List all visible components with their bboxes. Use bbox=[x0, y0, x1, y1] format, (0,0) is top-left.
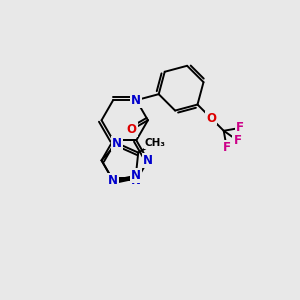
Text: N: N bbox=[143, 154, 153, 167]
Text: N: N bbox=[131, 94, 141, 107]
Text: CH₃: CH₃ bbox=[145, 138, 166, 148]
Text: N: N bbox=[131, 169, 141, 182]
Text: F: F bbox=[223, 141, 231, 154]
Text: O: O bbox=[127, 123, 137, 136]
Text: N: N bbox=[108, 174, 118, 187]
Text: N: N bbox=[112, 137, 122, 150]
Text: F: F bbox=[236, 122, 244, 134]
Text: O: O bbox=[206, 112, 216, 124]
Text: F: F bbox=[233, 134, 242, 147]
Text: N: N bbox=[131, 174, 141, 187]
